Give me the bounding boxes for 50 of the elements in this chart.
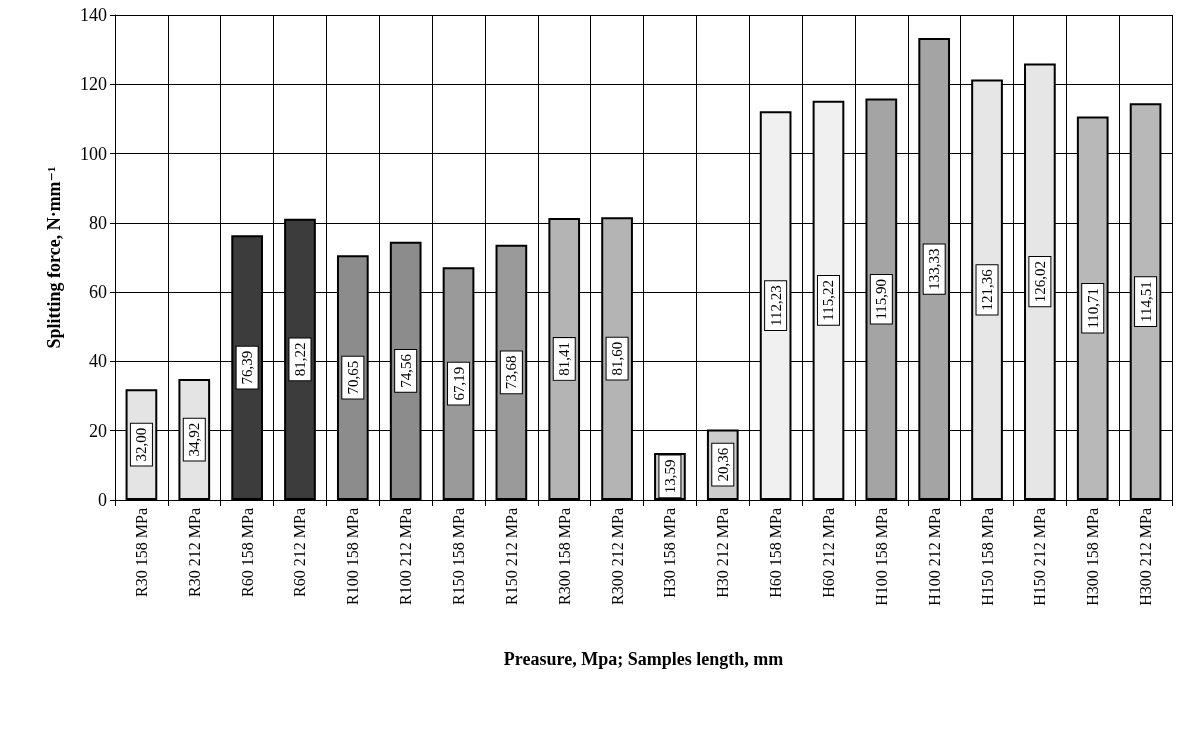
- x-tick-label: R60 212 MPa: [291, 508, 309, 597]
- data-label: 115,22: [820, 280, 837, 321]
- y-tick-label: 0: [98, 490, 107, 510]
- data-label: 112,23: [767, 285, 784, 326]
- x-tick-label: H30 158 MPa: [661, 508, 679, 598]
- data-label: 110,71: [1084, 287, 1101, 329]
- x-tick-label: H100 212 MPa: [925, 508, 943, 606]
- data-label: 115,90: [873, 278, 890, 320]
- x-tick-label: R150 212 MPa: [502, 508, 520, 605]
- x-tick-label: R30 158 MPa: [132, 508, 150, 597]
- x-tick-label: H300 158 MPa: [1084, 508, 1102, 606]
- data-label: 121,36: [979, 268, 996, 311]
- data-label: 81,41: [556, 342, 573, 376]
- x-tick-label: H300 212 MPa: [1137, 508, 1155, 606]
- x-tick-label: R30 212 MPa: [185, 508, 203, 597]
- data-label: 76,39: [239, 350, 256, 385]
- y-tick-label: 80: [89, 212, 107, 233]
- data-label: 133,33: [926, 248, 943, 290]
- x-tick-label: R100 158 MPa: [344, 508, 362, 605]
- y-tick-label: 140: [80, 5, 107, 25]
- data-label: 34,92: [186, 422, 203, 457]
- data-label: 13,59: [661, 459, 678, 494]
- data-label: 73,68: [503, 355, 520, 390]
- data-label: 67,19: [450, 366, 467, 401]
- x-tick-label: R300 158 MPa: [555, 508, 573, 605]
- y-tick-label: 120: [80, 74, 107, 95]
- x-tick-label: H100 158 MPa: [872, 508, 890, 606]
- data-label: 32,00: [133, 427, 150, 462]
- data-label: 81,22: [291, 342, 308, 377]
- x-tick-label: H30 212 MPa: [714, 508, 732, 598]
- x-tick-label: R100 212 MPa: [397, 508, 415, 605]
- data-label: 70,65: [344, 360, 361, 395]
- y-tick-label: 60: [89, 282, 107, 303]
- x-tick-label: H150 158 MPa: [978, 508, 996, 606]
- x-tick-label: H60 158 MPa: [767, 508, 785, 598]
- y-axis-title: Splitting force, N·mm⁻¹: [44, 166, 64, 349]
- y-tick-label: 40: [89, 351, 107, 372]
- x-tick-label: R60 158 MPa: [238, 508, 256, 597]
- x-tick-label: H150 212 MPa: [1031, 508, 1049, 606]
- x-tick-label: H60 212 MPa: [819, 508, 837, 598]
- x-axis-title: Preasure, Mpa; Samples length, mm: [503, 649, 784, 669]
- data-label: 74,56: [397, 353, 414, 388]
- data-label: 114,51: [1137, 281, 1154, 322]
- data-label: 81,60: [609, 341, 626, 376]
- y-tick-label: 100: [80, 143, 107, 164]
- y-tick-label: 20: [89, 420, 107, 441]
- data-label: 20,36: [714, 447, 731, 482]
- x-tick-label: R150 158 MPa: [450, 508, 468, 605]
- data-label: 126,02: [1031, 261, 1048, 303]
- x-tick-label: R300 212 MPa: [608, 508, 626, 605]
